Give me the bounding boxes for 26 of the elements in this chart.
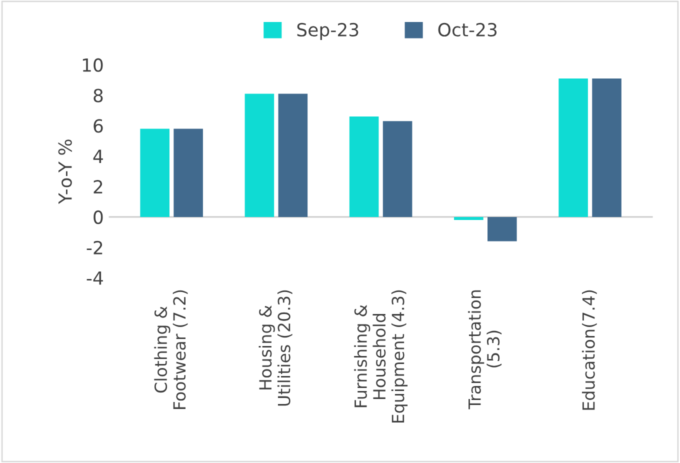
x-tick-label: Clothing & Footwear (7.2) [154, 290, 188, 409]
y-tick-label: 6 [94, 119, 103, 133]
y-tick-label: 4 [93, 150, 103, 163]
bar [140, 128, 170, 217]
legend-label: Sep-23 [297, 22, 358, 40]
y-tick-label: -2 [86, 240, 102, 254]
y-tick-label: 10 [82, 58, 103, 72]
x-tick-label: Transportation (5.3) [468, 290, 502, 410]
bar [349, 116, 379, 217]
bar [174, 128, 203, 217]
y-axis-title: Y-o-Y % [58, 140, 72, 204]
bar [558, 78, 588, 217]
bar [278, 94, 308, 217]
y-tick-label: -4 [86, 271, 103, 285]
bar [592, 78, 622, 217]
y-tick-label: 0 [94, 210, 103, 224]
x-tick-label: Housing & Utilities (20.3) [258, 290, 292, 406]
bar [488, 216, 517, 242]
bar [382, 121, 412, 217]
bar [244, 94, 274, 217]
bar [454, 216, 484, 220]
y-tick-label: 2 [94, 180, 102, 194]
y-tick-label: 8 [94, 88, 103, 102]
x-tick-label: Education(7.4) [582, 290, 597, 410]
legend-label: Oct-23 [438, 22, 497, 37]
x-tick-label: Furnishing & Household Equipment (4.3) [354, 290, 408, 423]
